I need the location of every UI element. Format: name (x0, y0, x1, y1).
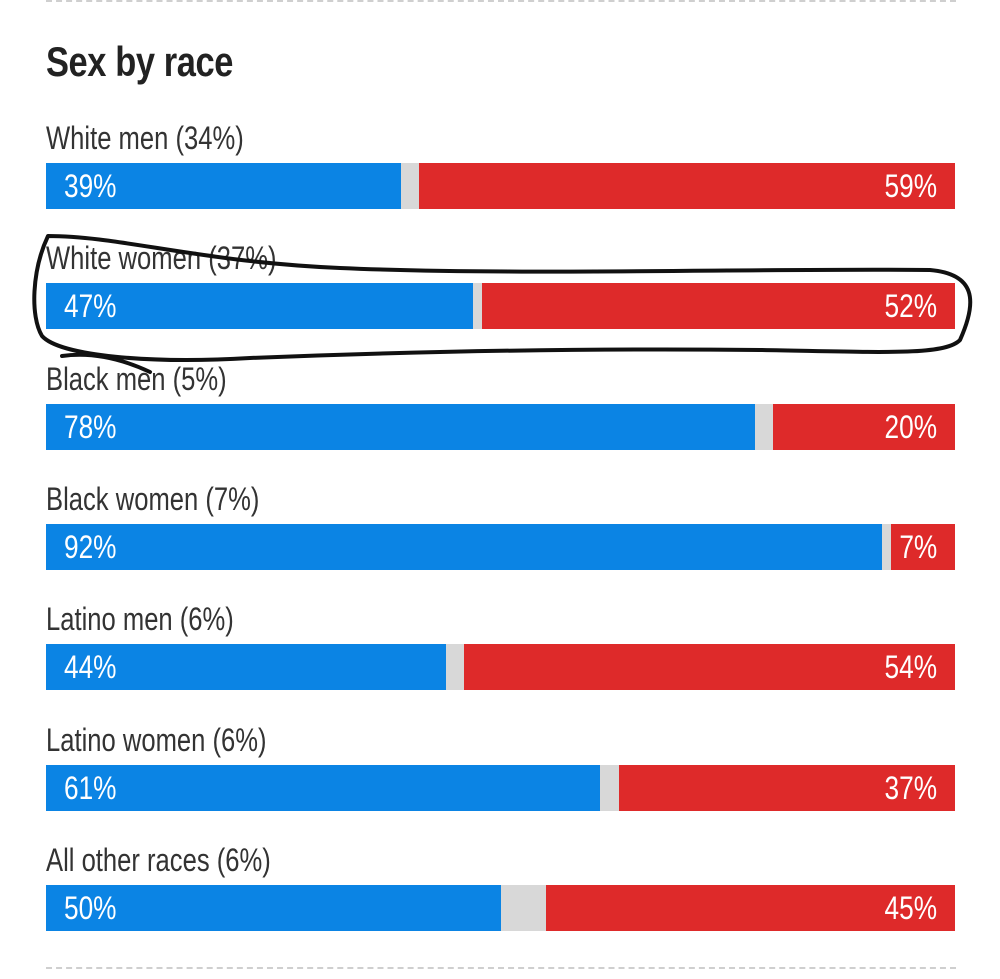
bar-track: 47% 52% (46, 283, 955, 330)
category-label: Latino women (6%) (46, 721, 267, 758)
blue-segment (46, 163, 401, 209)
blue-segment (46, 644, 446, 691)
blue-segment (46, 403, 756, 450)
blue-segment (46, 764, 601, 811)
red-segment (545, 884, 955, 931)
bar-track: 92% 7% (46, 523, 955, 570)
bar-track: 61% 37% (46, 764, 955, 811)
red-value-label: 20% (884, 408, 937, 445)
red-segment (891, 523, 955, 570)
bar-row: Latino women (6%) 61% 37% (46, 720, 955, 825)
bar-track: 78% 20% (46, 403, 955, 450)
blue-value-label: 78% (64, 408, 117, 445)
blue-value-label: 61% (64, 769, 117, 806)
blue-value-label: 47% (64, 288, 117, 325)
bar-row: Black women (7%) 92% 7% (46, 479, 955, 584)
blue-segment (46, 523, 883, 570)
blue-value-label: 50% (64, 889, 117, 926)
bar-row: Black men (5%) 78% 20% (46, 359, 955, 464)
category-label: Latino men (6%) (46, 601, 234, 638)
red-segment (464, 644, 955, 691)
red-value-label: 52% (884, 288, 937, 325)
red-value-label: 7% (899, 528, 937, 565)
red-value-label: 59% (884, 168, 937, 204)
category-label: Black men (5%) (46, 360, 227, 397)
bar-track: 39% 59% (46, 163, 955, 209)
blue-value-label: 39% (64, 168, 117, 204)
category-label: White women (37%) (46, 240, 277, 277)
top-divider (46, 0, 956, 2)
bar-row: White women (37%) 47% 52% (46, 238, 955, 343)
red-segment (773, 403, 955, 450)
red-segment (418, 163, 955, 209)
bar-track: 50% 45% (46, 884, 955, 931)
red-segment (618, 764, 955, 811)
category-label: Black women (7%) (46, 480, 260, 517)
bottom-divider (46, 967, 956, 969)
bar-row: Latino men (6%) 44% 54% (46, 599, 955, 704)
bar-track: 44% 54% (46, 644, 955, 691)
bar-row: White men (34%) 39% 59% (46, 118, 955, 223)
blue-value-label: 92% (64, 528, 117, 565)
red-value-label: 45% (884, 889, 937, 926)
blue-value-label: 44% (64, 649, 117, 686)
blue-segment (46, 884, 501, 931)
category-label: All other races (6%) (46, 841, 271, 878)
red-value-label: 54% (884, 649, 937, 686)
bar-row: All other races (6%) 50% 45% (46, 840, 955, 945)
chart-title: Sex by race (46, 38, 233, 85)
category-label: White men (34%) (46, 120, 244, 156)
red-value-label: 37% (884, 769, 937, 806)
